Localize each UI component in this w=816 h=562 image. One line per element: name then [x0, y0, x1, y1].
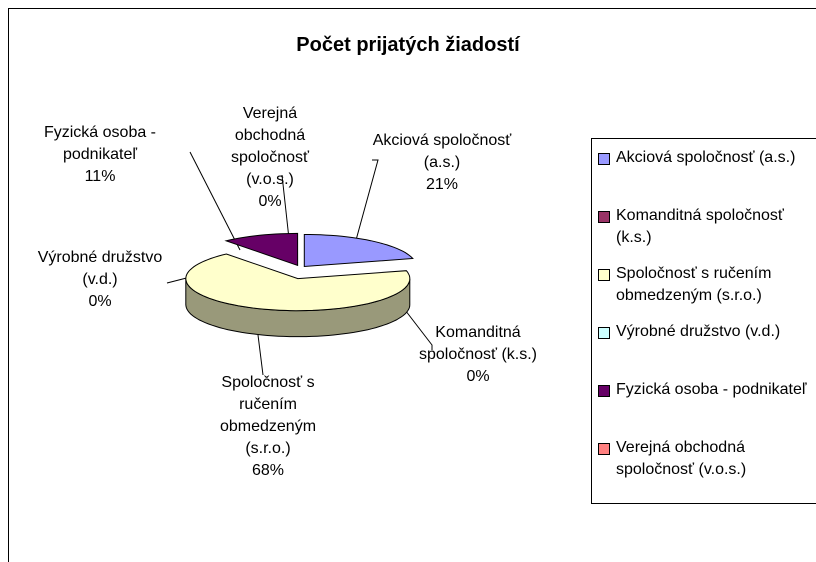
data-label: Výrobné družstvo (v.d.) 0%: [30, 247, 170, 313]
data-label-value: 0%: [258, 193, 282, 210]
data-label-value: 0%: [88, 293, 112, 310]
data-label: Fyzická osoba - podnikateľ 11%: [25, 122, 175, 188]
data-label-value: 68%: [251, 462, 285, 479]
legend-label: Akciová spoločnosť (a.s.): [616, 149, 796, 166]
legend-label: Spoločnosť s ručením obmedzeným (s.r.o.): [616, 265, 772, 304]
chart-title: Počet prijatých žiadostí: [296, 34, 520, 56]
legend-swatch: [598, 153, 610, 165]
legend: Akciová spoločnosť (a.s.) Komanditná spol…: [591, 138, 816, 504]
data-label-category: Spoločnosť s ručením obmedzeným (s.r.o.): [219, 374, 317, 457]
data-label-value: 11%: [84, 168, 116, 185]
data-label-category: Fyzická osoba - podnikateľ: [43, 124, 157, 163]
legend-label: Komanditná spoločnosť (k.s.): [616, 207, 784, 246]
legend-label: Fyzická osoba - podnikateľ: [616, 381, 807, 398]
data-label-value: 21%: [425, 176, 459, 193]
data-label: Verejná obchodná spoločnosť (v.o.s.) 0%: [225, 103, 315, 213]
data-label-value: 0%: [466, 368, 490, 385]
data-label-category: Akciová spoločnosť (a.s.): [372, 132, 512, 171]
data-label: Akciová spoločnosť (a.s.) 21%: [367, 130, 517, 196]
data-label-category: Komanditná spoločnosť (k.s.): [418, 324, 538, 363]
pie: [185, 232, 414, 338]
pie-slice: [303, 234, 414, 268]
legend-swatch: [598, 211, 610, 223]
data-label-category: Výrobné družstvo (v.d.): [37, 249, 163, 288]
pie-slice: [224, 232, 299, 267]
legend-swatch: [598, 443, 610, 455]
data-label: Komanditná spoločnosť (k.s.) 0%: [403, 322, 553, 388]
legend-swatch: [598, 385, 610, 397]
legend-swatch: [598, 269, 610, 281]
data-label: Spoločnosť s ručením obmedzeným (s.r.o.)…: [213, 372, 323, 482]
legend-swatch: [598, 327, 610, 339]
legend-label: Výrobné družstvo (v.d.): [616, 323, 781, 340]
legend-label: Verejná obchodná spoločnosť (v.o.s.): [616, 439, 747, 478]
pie-tops: [185, 232, 414, 312]
data-label-category: Verejná obchodná spoločnosť (v.o.s.): [230, 105, 310, 188]
pie-slice: [185, 253, 411, 312]
